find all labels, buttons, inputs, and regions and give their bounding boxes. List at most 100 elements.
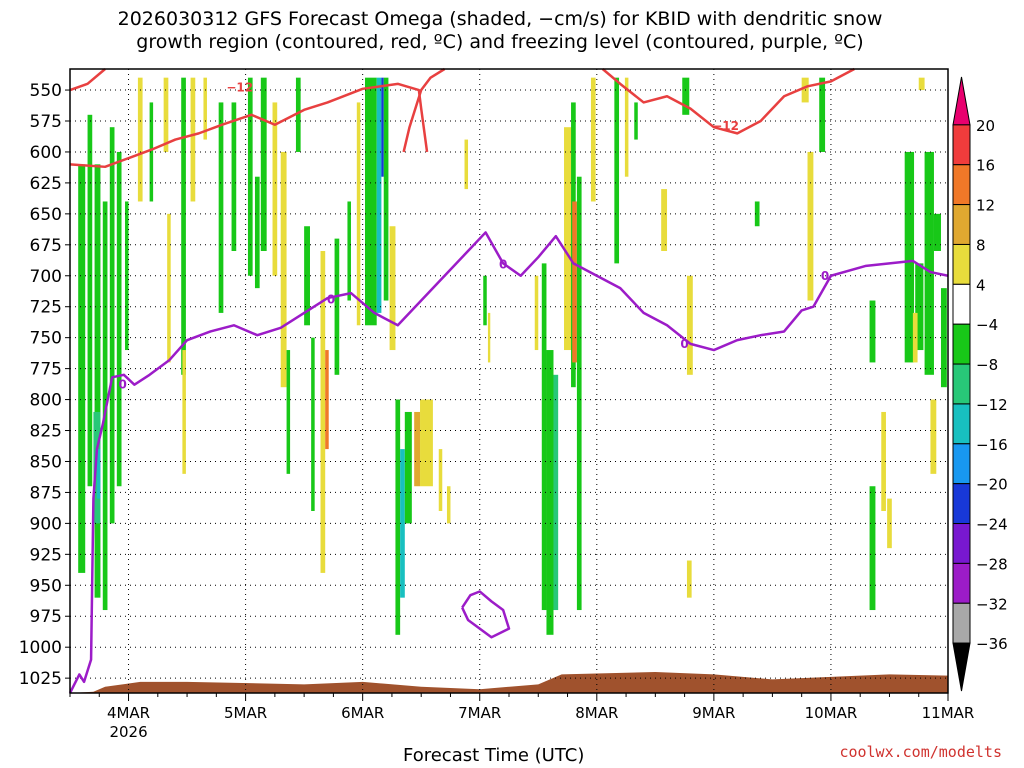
colorbar-label: 16 bbox=[976, 157, 995, 175]
omega-cell bbox=[365, 77, 377, 326]
omega-cell bbox=[564, 127, 572, 351]
colorbar-swatch bbox=[952, 124, 971, 166]
omega-cell bbox=[181, 77, 186, 375]
colorbar-swatch bbox=[952, 562, 971, 604]
omega-cell bbox=[218, 102, 224, 313]
colorbar-swatch bbox=[952, 323, 971, 365]
omega-cell bbox=[464, 139, 469, 190]
x-tick-label: 9MAR bbox=[692, 704, 735, 722]
colorbar-swatch bbox=[952, 443, 971, 485]
omega-cell bbox=[260, 77, 267, 252]
y-tick-label: 775 bbox=[30, 360, 62, 380]
colorbar-label: −36 bbox=[976, 635, 1008, 653]
omega-cell bbox=[286, 350, 291, 474]
colorbar-label: −16 bbox=[976, 436, 1008, 454]
colorbar-label: −12 bbox=[976, 396, 1008, 414]
y-tick-label: 975 bbox=[30, 607, 62, 627]
omega-cell bbox=[819, 77, 826, 152]
colorbar-label: 20 bbox=[976, 117, 995, 135]
y-tick-label: 1000 bbox=[19, 638, 62, 658]
plot-frame bbox=[69, 68, 949, 694]
omega-cell bbox=[254, 176, 260, 289]
omega-cell bbox=[881, 411, 886, 511]
dgz-contour-line bbox=[69, 82, 429, 169]
omega-cell bbox=[887, 498, 892, 549]
omega-cell bbox=[924, 151, 934, 375]
omega-cell bbox=[203, 77, 207, 140]
y-tick-label: 550 bbox=[30, 81, 62, 101]
omega-cell bbox=[400, 449, 405, 598]
omega-cell bbox=[590, 77, 596, 202]
omega-cell bbox=[102, 201, 108, 611]
x-tick-label: 8MAR bbox=[575, 704, 618, 722]
omega-cell bbox=[334, 238, 340, 375]
dgz-contour-line bbox=[402, 67, 446, 153]
omega-cell bbox=[904, 151, 915, 363]
colorbar-swatch bbox=[952, 403, 971, 445]
y-tick-label: 875 bbox=[30, 483, 62, 503]
omega-cell bbox=[96, 449, 101, 499]
omega-cell bbox=[807, 151, 814, 301]
omega-cell bbox=[94, 164, 101, 598]
colorbar-swatch bbox=[952, 204, 971, 245]
colorbar-label: 4 bbox=[976, 276, 986, 294]
x-axis-title: Forecast Time (UTC) bbox=[403, 745, 585, 766]
x-tick-label: 10MAR bbox=[805, 704, 858, 722]
dgz-contour-label: −12 bbox=[712, 119, 739, 133]
omega-cell bbox=[272, 102, 278, 276]
y-tick-label: 650 bbox=[30, 205, 62, 225]
omega-cell bbox=[325, 350, 329, 450]
omega-cell bbox=[383, 77, 389, 301]
omega-cell bbox=[754, 201, 760, 227]
y-tick-label: 900 bbox=[30, 514, 62, 534]
colorbar-label: −24 bbox=[976, 516, 1008, 534]
y-tick-label: 700 bbox=[30, 267, 62, 287]
freezing-contour-label: 0 bbox=[119, 378, 127, 392]
omega-cell bbox=[940, 288, 947, 388]
colorbar-swatch bbox=[952, 363, 971, 405]
omega-cell bbox=[116, 151, 122, 487]
omega-cell bbox=[182, 350, 186, 474]
terrain-fill bbox=[70, 671, 948, 693]
colorbar-label: 8 bbox=[976, 236, 986, 254]
y-tick-label: 750 bbox=[30, 329, 62, 349]
omega-cell bbox=[534, 275, 539, 351]
omega-shading bbox=[78, 77, 947, 635]
omega-cell bbox=[930, 399, 937, 474]
omega-cell bbox=[231, 102, 237, 251]
terrain bbox=[70, 671, 948, 693]
freezing-contour-label: 0 bbox=[499, 258, 507, 272]
colorbar-swatch bbox=[952, 76, 971, 126]
omega-cell bbox=[347, 201, 351, 301]
x-tick-label: 11MAR bbox=[922, 704, 975, 722]
x-tick-sublabel: 2026 bbox=[109, 723, 147, 741]
chart-title: 2026030312 GFS Forecast Omega (shaded, −… bbox=[117, 8, 883, 53]
omega-cell bbox=[661, 189, 668, 251]
x-tick-label: 7MAR bbox=[458, 704, 501, 722]
omega-cell bbox=[414, 411, 421, 487]
omega-cell bbox=[918, 77, 925, 91]
omega-cell bbox=[78, 164, 86, 573]
freezing-contour-line bbox=[461, 590, 511, 639]
omega-cell bbox=[614, 77, 620, 264]
colorbar-label: −28 bbox=[976, 555, 1008, 573]
x-tick-label: 6MAR bbox=[341, 704, 384, 722]
dgz-contour-line bbox=[69, 68, 106, 92]
omega-cell bbox=[869, 300, 876, 363]
y-tick-label: 800 bbox=[30, 391, 62, 411]
y-tick-label: 950 bbox=[30, 576, 62, 596]
omega-cell bbox=[87, 114, 93, 487]
grid bbox=[70, 69, 949, 693]
colorbar-swatch bbox=[952, 164, 971, 206]
omega-cell bbox=[137, 77, 143, 202]
plot-border bbox=[69, 68, 949, 694]
omega-cell bbox=[304, 226, 310, 326]
colorbar-swatch bbox=[952, 243, 971, 285]
dgz-contour-label: −12 bbox=[226, 81, 253, 95]
freezing-contour-label: 0 bbox=[680, 337, 688, 351]
y-axis: 550 575 600 625 650 675 700 725 750 775 800 825 850 8… bbox=[19, 81, 70, 689]
omega-cell bbox=[381, 77, 384, 177]
omega-cell bbox=[915, 263, 924, 351]
freezing-contour-label: 0 bbox=[821, 269, 829, 283]
